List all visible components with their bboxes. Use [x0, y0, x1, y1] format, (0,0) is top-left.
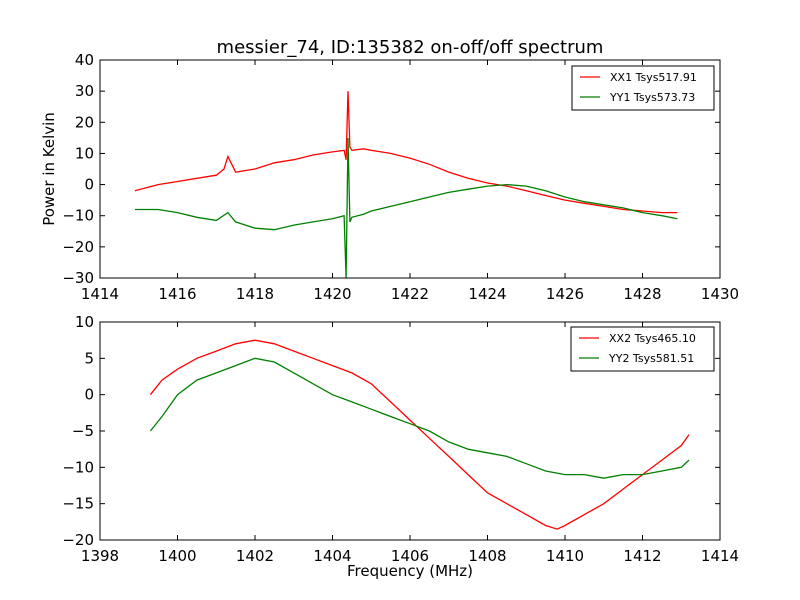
y-tick-label: 10	[75, 144, 94, 162]
series-line-2	[149, 357, 690, 479]
chart-title: messier_74, ID:135382 on-off/off spectru…	[217, 37, 604, 58]
x-tick-label: 1428	[623, 285, 661, 303]
legend-label: XX2 Tsys465.10	[609, 332, 696, 345]
x-tick-label: 1414	[81, 285, 119, 303]
legend: XX2 Tsys465.10 YY2 Tsys581.51	[570, 326, 715, 372]
x-tick-label: 1408	[468, 547, 506, 565]
x-tick-label: 1424	[468, 285, 506, 303]
y-tick-label: 40	[75, 51, 94, 69]
plot-2: 1398 1400 1402 1404 1406 1408 1410 1412 1414 10 5 0…	[62, 313, 739, 580]
x-tick-label: 1404	[313, 547, 351, 565]
x-tick-label: 1400	[158, 547, 196, 565]
y-tick-label: 0	[84, 386, 94, 404]
x-tick-label: 1426	[546, 285, 584, 303]
x-tick-label: 1412	[623, 547, 661, 565]
y-tick-label: 5	[84, 349, 94, 367]
y-tick-label: 20	[75, 113, 94, 131]
series-line-2	[134, 137, 678, 278]
legend-box	[571, 65, 715, 111]
x-tick-label: 1418	[236, 285, 274, 303]
y-tick-label: 30	[75, 82, 94, 100]
y-axis-label: Power in Kelvin	[40, 112, 58, 226]
x-tick-label: 1402	[236, 547, 274, 565]
series-line-1	[149, 339, 690, 530]
x-tick-label: 1420	[313, 285, 351, 303]
x-tick-label: 1406	[391, 547, 429, 565]
x-tick-label: 1430	[701, 285, 739, 303]
legend-label: XX1 Tsys517.91	[610, 71, 697, 84]
x-tick-label: 1414	[701, 547, 739, 565]
y-tick-label: 0	[84, 176, 94, 194]
plot-1: 1414 1416 1418 1420 1422 1424 1426 1428 1430 40 30…	[40, 51, 739, 303]
series-line-1	[134, 91, 678, 214]
y-tick-label: 10	[75, 313, 94, 331]
legend-label: YY1 Tsys573.73	[609, 91, 695, 104]
x-axis-label: Frequency (MHz)	[347, 562, 473, 580]
x-tick-label: 1398	[81, 547, 119, 565]
x-tick-label: 1410	[546, 547, 584, 565]
y-tick-label: −20	[62, 238, 94, 256]
legend-box	[570, 326, 715, 372]
y-tick-label: −10	[62, 458, 94, 476]
y-tick-label: −10	[62, 207, 94, 225]
y-tick-label: −15	[62, 495, 94, 513]
y-tick-label: −20	[62, 531, 94, 549]
legend-label: YY2 Tsys581.51	[608, 352, 694, 365]
x-tick-label: 1422	[391, 285, 429, 303]
legend: XX1 Tsys517.91 YY1 Tsys573.73	[571, 65, 715, 111]
y-tick-label: −5	[72, 422, 94, 440]
y-tick-label: −30	[62, 269, 94, 287]
x-tick-label: 1416	[158, 285, 196, 303]
